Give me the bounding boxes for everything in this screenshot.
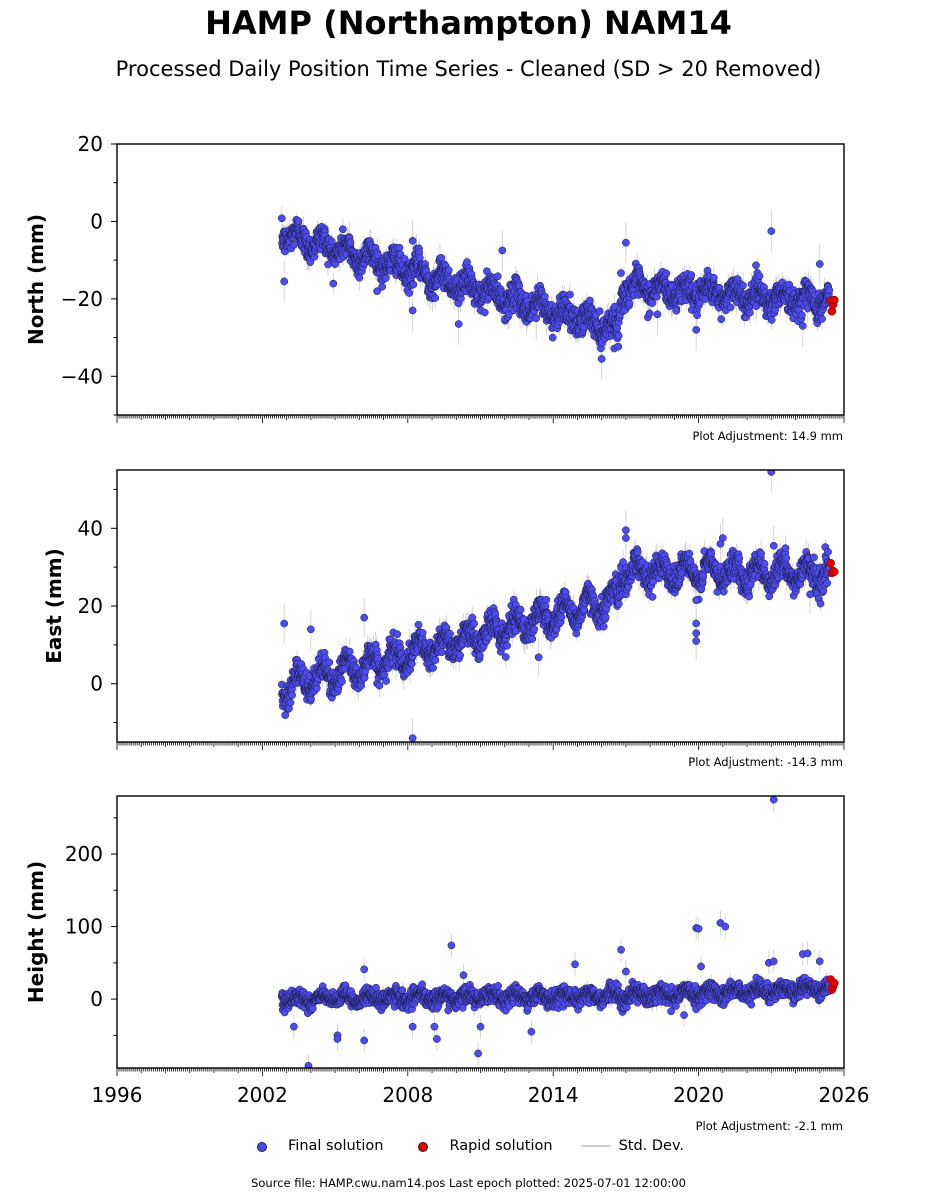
east-point xyxy=(345,647,354,656)
north-rapid-point xyxy=(830,295,839,305)
north-data xyxy=(277,205,839,380)
north-point xyxy=(548,333,557,342)
north-point xyxy=(444,266,453,275)
north-outlier-point xyxy=(408,306,417,315)
north-point xyxy=(825,286,834,295)
north-point xyxy=(595,307,604,315)
north-rapid-points xyxy=(826,295,839,316)
north-panel: 20 0 −20 −40 North (mm) xyxy=(24,132,845,423)
page-title: HAMP (Northampton) NAM14 xyxy=(205,4,732,42)
north-point xyxy=(355,273,364,282)
north-point xyxy=(614,331,623,340)
north-point xyxy=(415,253,424,262)
east-point xyxy=(375,681,384,690)
east-point xyxy=(382,677,390,685)
north-point xyxy=(645,309,654,318)
north-point xyxy=(767,316,776,324)
north-point xyxy=(395,243,404,252)
north-point xyxy=(378,282,386,291)
north-outlier-point xyxy=(597,355,606,363)
east-point xyxy=(393,630,402,639)
north-outlier-point xyxy=(532,314,541,323)
north-outlier-point xyxy=(280,277,289,286)
north-point xyxy=(405,289,414,297)
north-outlier-point xyxy=(408,236,417,245)
north-point xyxy=(798,311,806,320)
page-subtitle: Processed Daily Position Time Series - C… xyxy=(115,57,822,81)
north-outlier-point xyxy=(798,322,807,330)
north-point xyxy=(329,279,338,288)
north-outlier-point xyxy=(815,260,824,268)
north-y-tick-label: −40 xyxy=(61,364,103,388)
east-point xyxy=(286,698,295,707)
north-outlier-point xyxy=(454,320,463,328)
north-point xyxy=(746,308,754,317)
east-point xyxy=(338,677,346,686)
north-outlier-point xyxy=(767,227,776,235)
north-point xyxy=(515,281,524,290)
north-point xyxy=(662,269,671,278)
north-point xyxy=(726,303,735,312)
north-point xyxy=(752,261,760,270)
north-point xyxy=(381,274,390,282)
north-point xyxy=(338,225,347,234)
north-point xyxy=(437,253,446,262)
north-y-tick-label: 20 xyxy=(78,132,103,156)
north-point xyxy=(755,272,764,281)
north-point xyxy=(717,315,726,324)
north-y-label: North (mm) xyxy=(24,214,48,345)
north-y-tick-label: −20 xyxy=(61,287,103,311)
north-point xyxy=(652,292,661,301)
north-point xyxy=(373,287,381,296)
north-point xyxy=(346,238,355,247)
north-point xyxy=(695,299,704,308)
north-outlier-point xyxy=(692,325,701,334)
north-point xyxy=(306,258,315,266)
north-point xyxy=(739,281,747,290)
north-y-axis: 20 0 −20 −40 xyxy=(61,132,117,416)
north-point xyxy=(687,271,696,279)
north-point xyxy=(818,315,826,323)
north-point xyxy=(648,299,657,307)
north-point xyxy=(566,290,574,299)
north-point xyxy=(672,306,681,315)
north-point xyxy=(277,214,286,223)
north-point xyxy=(409,280,418,289)
north-point xyxy=(709,273,718,282)
north-x-ticks xyxy=(116,415,845,423)
east-point xyxy=(288,691,296,699)
north-point xyxy=(614,342,623,351)
east-final-points xyxy=(277,470,834,742)
north-point xyxy=(493,272,502,281)
north-point xyxy=(617,269,625,277)
north-y-tick-label: 0 xyxy=(90,209,103,233)
north-point xyxy=(294,217,303,225)
north-point xyxy=(480,308,489,317)
north-point xyxy=(693,311,701,320)
north-point xyxy=(290,240,298,249)
north-final-points xyxy=(277,214,834,363)
north-point xyxy=(586,296,594,305)
east-data xyxy=(277,470,839,742)
north-point xyxy=(327,237,336,246)
north-outlier-point xyxy=(498,246,507,255)
north-point xyxy=(431,294,440,302)
north-outlier-point xyxy=(622,238,630,247)
north-outlier-point xyxy=(653,310,662,319)
east-point xyxy=(325,658,334,667)
north-point xyxy=(540,292,549,301)
